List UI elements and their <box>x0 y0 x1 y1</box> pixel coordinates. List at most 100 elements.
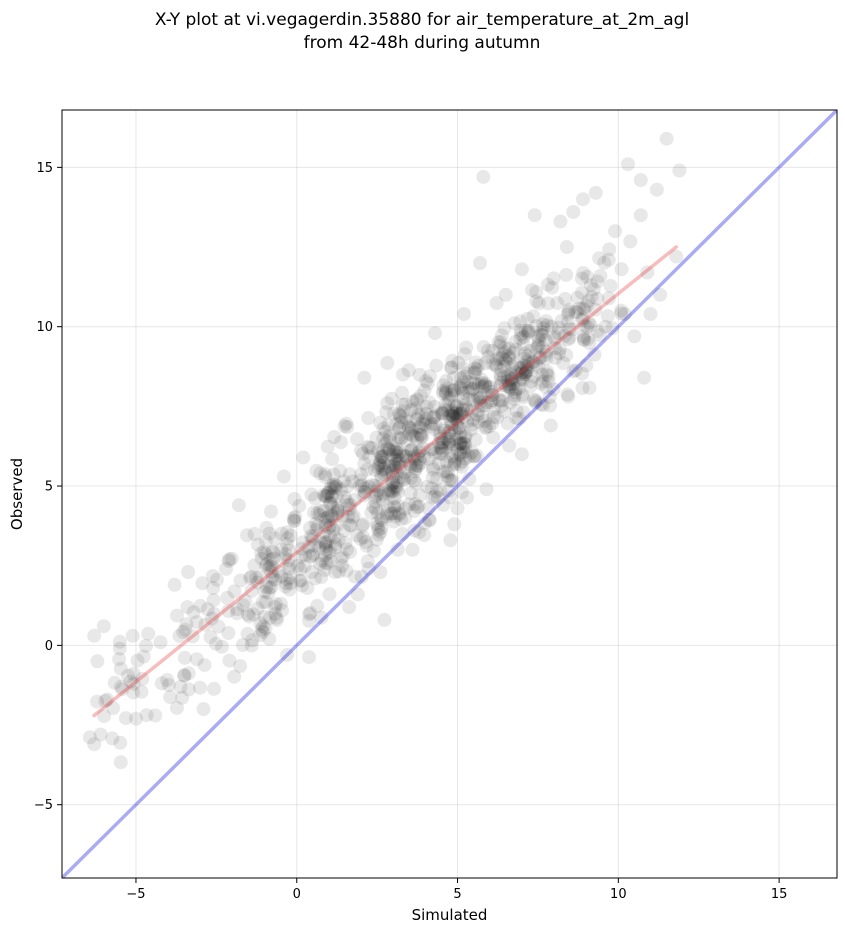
data-point <box>450 442 465 457</box>
data-point <box>244 569 259 584</box>
data-point <box>321 509 336 524</box>
data-point <box>434 441 449 456</box>
data-point <box>439 454 454 469</box>
data-point <box>559 240 574 254</box>
data-point <box>257 584 272 599</box>
data-point <box>266 569 281 584</box>
data-point <box>473 390 488 404</box>
data-point <box>435 406 450 421</box>
data-point <box>277 550 292 565</box>
data-point <box>499 355 513 370</box>
data-point <box>561 389 576 404</box>
data-point <box>346 508 361 523</box>
data-point <box>356 517 371 532</box>
data-point <box>419 399 434 414</box>
data-point <box>649 182 664 197</box>
data-point <box>520 363 535 378</box>
data-point <box>360 462 375 477</box>
data-point <box>302 613 316 628</box>
data-point <box>343 544 358 559</box>
data-point <box>477 379 492 394</box>
data-point <box>303 549 318 564</box>
data-point <box>539 351 554 366</box>
data-point <box>222 653 237 668</box>
data-point <box>512 381 527 395</box>
data-point <box>528 393 543 408</box>
data-point <box>435 443 450 458</box>
data-point <box>489 359 504 374</box>
data-point <box>323 528 337 543</box>
data-point <box>357 456 372 471</box>
data-point <box>118 711 133 726</box>
data-point <box>360 439 375 454</box>
data-point <box>478 413 492 428</box>
data-point <box>447 453 462 468</box>
data-point <box>614 262 629 277</box>
data-point <box>503 381 518 396</box>
data-point <box>602 242 617 257</box>
data-point <box>353 531 368 546</box>
data-point <box>220 590 235 605</box>
data-point <box>457 435 472 450</box>
data-point <box>136 649 151 664</box>
data-point <box>428 408 443 423</box>
data-point <box>407 473 422 488</box>
data-point <box>477 398 492 413</box>
data-point <box>437 403 452 418</box>
data-point <box>371 527 386 542</box>
data-point <box>319 539 333 554</box>
data-point <box>561 332 576 347</box>
data-point <box>366 500 381 514</box>
data-point <box>388 452 403 467</box>
data-point <box>394 470 409 485</box>
data-point <box>529 357 544 371</box>
data-point <box>240 607 255 622</box>
data-point <box>369 532 384 547</box>
data-point <box>444 360 459 375</box>
data-point <box>551 320 566 335</box>
data-point <box>529 294 544 309</box>
data-point <box>446 405 461 420</box>
data-point <box>447 382 462 397</box>
data-point <box>264 504 278 519</box>
data-point <box>471 390 485 405</box>
fit-line <box>92 245 678 718</box>
data-point <box>318 556 333 570</box>
data-point <box>536 398 551 413</box>
data-point <box>460 402 475 417</box>
data-point <box>388 509 403 524</box>
data-point <box>318 536 333 551</box>
data-point <box>456 391 471 406</box>
data-point <box>193 598 208 613</box>
data-point <box>323 553 338 568</box>
data-point <box>404 403 419 418</box>
data-point <box>87 628 102 643</box>
data-point <box>344 518 358 533</box>
data-point <box>539 367 554 382</box>
chart-title-line1: X-Y plot at vi.vegagerdin.35880 for air_… <box>155 10 689 30</box>
data-point <box>405 394 420 409</box>
data-point <box>327 540 342 555</box>
data-point <box>345 510 360 525</box>
data-point <box>389 479 404 494</box>
data-point <box>392 452 407 467</box>
data-point <box>460 374 475 389</box>
data-point <box>475 376 489 391</box>
data-point <box>384 465 399 480</box>
data-point <box>605 321 620 336</box>
data-point <box>345 474 360 489</box>
data-point <box>189 615 204 630</box>
data-point <box>409 393 424 408</box>
data-point <box>464 422 479 437</box>
data-point <box>264 580 279 594</box>
data-point <box>337 419 352 434</box>
data-point <box>443 490 457 505</box>
data-point <box>380 506 394 521</box>
data-point <box>319 542 334 557</box>
data-point <box>531 329 546 344</box>
data-point <box>659 131 674 146</box>
data-point <box>369 430 384 445</box>
data-point <box>518 365 533 380</box>
data-point <box>575 313 590 328</box>
